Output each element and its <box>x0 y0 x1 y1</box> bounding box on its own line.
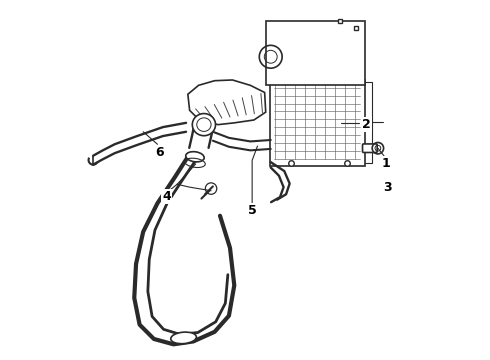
Text: 2: 2 <box>362 118 371 131</box>
Ellipse shape <box>197 118 211 131</box>
Ellipse shape <box>171 332 196 344</box>
FancyBboxPatch shape <box>363 144 377 153</box>
Text: 4: 4 <box>162 190 171 203</box>
Text: 3: 3 <box>384 181 392 194</box>
Polygon shape <box>188 80 266 125</box>
FancyBboxPatch shape <box>267 21 365 85</box>
FancyBboxPatch shape <box>270 80 365 166</box>
Ellipse shape <box>192 113 216 136</box>
Text: 1: 1 <box>382 157 391 170</box>
Text: 5: 5 <box>248 204 257 217</box>
Text: 6: 6 <box>155 146 164 159</box>
Ellipse shape <box>186 152 204 162</box>
